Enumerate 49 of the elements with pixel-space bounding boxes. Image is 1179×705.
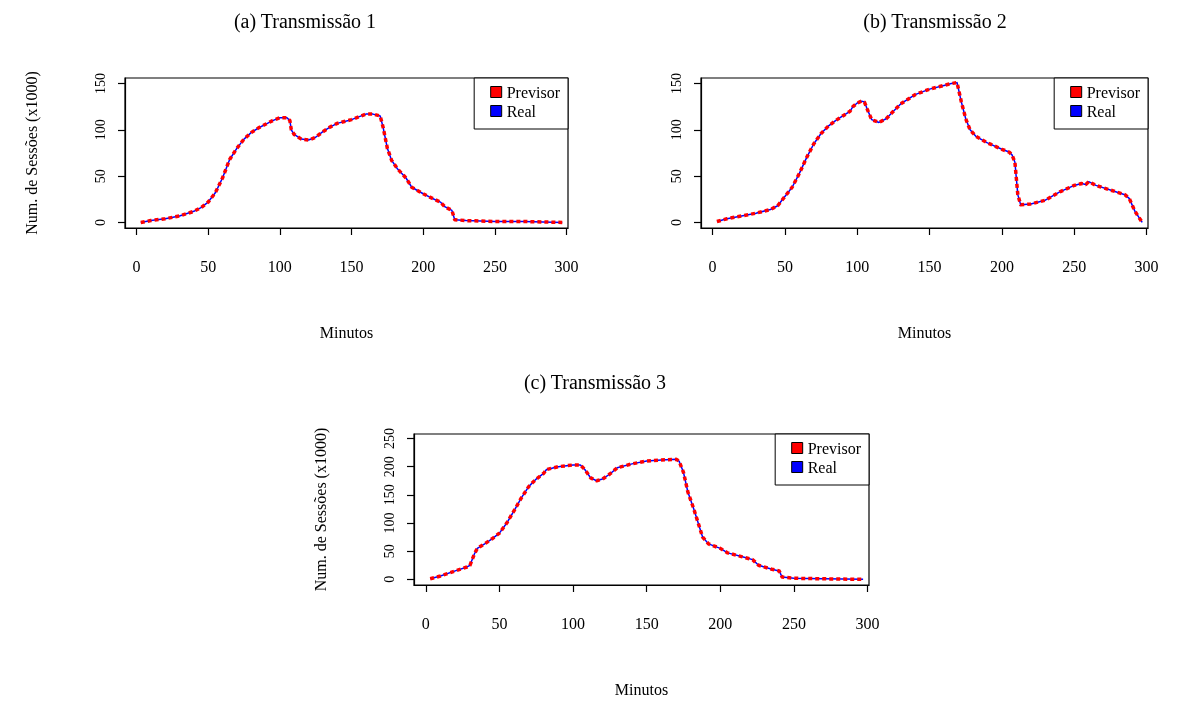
y-tick-label: 50 <box>668 169 684 184</box>
x-tick-label: 100 <box>267 257 292 275</box>
y-tick-label: 50 <box>92 169 108 184</box>
x-tick-label: 150 <box>917 257 942 275</box>
y-tick-label: 100 <box>668 119 684 141</box>
x-tick-label: 50 <box>776 257 793 275</box>
x-tick-label: 0 <box>708 257 717 275</box>
x-tick-label: 200 <box>989 257 1014 275</box>
x-tick-label: 100 <box>561 614 586 632</box>
legend-label: Real <box>506 102 537 120</box>
x-tick-label: 50 <box>491 614 508 632</box>
x-tick-label: 250 <box>781 614 806 632</box>
y-axis-title: Num. de Sessões (x1000) <box>311 427 330 592</box>
y-tick-label: 0 <box>668 218 684 226</box>
legend-label: Previsor <box>506 83 561 101</box>
y-tick-label: 0 <box>381 575 397 583</box>
chart-title: (a) Transmissão 1 <box>233 10 377 33</box>
y-tick-label: 50 <box>381 544 397 559</box>
y-tick-label: 100 <box>92 119 108 141</box>
y-tick-label: 200 <box>381 456 397 478</box>
legend-label: Real <box>1086 102 1117 120</box>
x-tick-label: 300 <box>554 257 579 275</box>
y-tick-label: 150 <box>92 73 108 95</box>
x-axis-title: Minutos <box>319 323 374 341</box>
chart-title: (c) Transmissão 3 <box>523 371 667 394</box>
y-tick-label: 100 <box>381 512 397 534</box>
legend-label: Real <box>807 458 838 476</box>
y-axis-title: Num. de Sessões (x1000) <box>22 71 41 235</box>
x-tick-label: 150 <box>634 614 659 632</box>
legend-label: Previsor <box>1086 83 1141 101</box>
x-tick-label: 250 <box>482 257 507 275</box>
x-tick-label: 200 <box>411 257 436 275</box>
x-tick-label: 250 <box>1062 257 1087 275</box>
x-tick-label: 150 <box>339 257 364 275</box>
y-tick-label: 0 <box>92 218 108 226</box>
y-tick-label: 150 <box>668 73 684 95</box>
x-tick-label: 50 <box>200 257 217 275</box>
y-tick-label: 150 <box>381 484 397 506</box>
y-tick-label: 250 <box>381 428 397 450</box>
x-tick-label: 0 <box>421 614 430 632</box>
x-tick-label: 100 <box>845 257 870 275</box>
x-axis-title: Minutos <box>614 680 669 698</box>
legend-label: Previsor <box>807 439 862 457</box>
x-tick-label: 300 <box>855 614 880 632</box>
x-tick-label: 0 <box>132 257 141 275</box>
x-tick-label: 200 <box>708 614 733 632</box>
chart-title: (b) Transmissão 2 <box>863 10 1007 33</box>
x-tick-label: 300 <box>1134 257 1159 275</box>
x-axis-title: Minutos <box>897 323 952 341</box>
